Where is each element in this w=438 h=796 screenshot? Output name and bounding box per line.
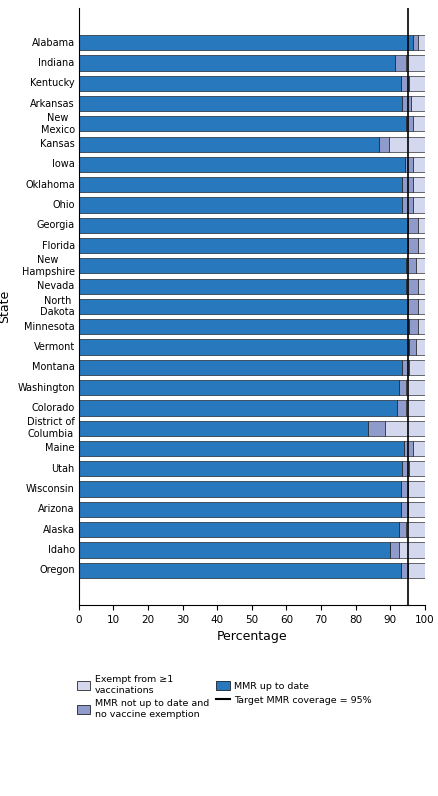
Bar (79, 56, 396, 71)
Bar (403, 360, 409, 375)
Bar (368, 420, 385, 435)
Bar (397, 400, 406, 416)
Bar (406, 400, 425, 416)
Bar (401, 501, 407, 517)
Bar (407, 501, 425, 517)
Bar (385, 420, 425, 435)
Bar (413, 441, 425, 456)
Bar (413, 197, 425, 213)
Bar (399, 542, 425, 557)
Bar (79, 279, 406, 294)
Bar (79, 400, 397, 416)
Bar (416, 258, 425, 274)
Bar (418, 279, 425, 294)
Bar (407, 298, 418, 314)
Legend: Exempt from ≥1
vaccinations, MMR not up to date and
no vaccine exemption, MMR up: Exempt from ≥1 vaccinations, MMR not up … (77, 675, 372, 719)
Bar (416, 339, 425, 355)
Bar (79, 258, 406, 274)
Bar (404, 441, 413, 456)
Bar (401, 482, 407, 497)
Bar (79, 76, 401, 91)
Bar (406, 522, 425, 537)
Y-axis label: State: State (0, 290, 12, 323)
Bar (79, 522, 399, 537)
Bar (401, 563, 407, 578)
Bar (399, 380, 406, 396)
Bar (407, 563, 425, 578)
Bar (406, 380, 425, 396)
Bar (79, 35, 413, 50)
Bar (399, 522, 406, 537)
Bar (79, 116, 406, 131)
Bar (79, 238, 407, 253)
Bar (79, 217, 407, 233)
Bar (389, 137, 425, 152)
Bar (403, 461, 409, 476)
Bar (79, 441, 404, 456)
Bar (413, 178, 425, 193)
Bar (406, 279, 418, 294)
Bar (403, 178, 413, 193)
Bar (79, 380, 399, 396)
X-axis label: Percentage: Percentage (216, 630, 287, 643)
Bar (418, 35, 425, 50)
Bar (406, 56, 425, 71)
Bar (409, 461, 425, 476)
Bar (79, 197, 403, 213)
Bar (390, 542, 399, 557)
Bar (79, 501, 401, 517)
Bar (411, 96, 425, 111)
Bar (79, 542, 390, 557)
Bar (79, 178, 403, 193)
Bar (79, 482, 401, 497)
Bar (418, 217, 425, 233)
Bar (409, 339, 416, 355)
Bar (79, 319, 409, 334)
Bar (79, 420, 368, 435)
Bar (79, 360, 403, 375)
Bar (79, 157, 405, 172)
Bar (79, 563, 401, 578)
Bar (79, 96, 403, 111)
Bar (406, 258, 416, 274)
Bar (413, 35, 418, 50)
Bar (405, 157, 413, 172)
Bar (79, 339, 409, 355)
Bar (409, 319, 418, 334)
Bar (406, 116, 413, 131)
Bar (409, 76, 425, 91)
Bar (403, 96, 411, 111)
Bar (403, 197, 413, 213)
Bar (401, 76, 409, 91)
Bar (418, 298, 425, 314)
Bar (407, 238, 418, 253)
Bar (418, 319, 425, 334)
Bar (409, 360, 425, 375)
Bar (396, 56, 406, 71)
Bar (407, 217, 418, 233)
Bar (79, 137, 379, 152)
Bar (79, 298, 407, 314)
Bar (79, 461, 403, 476)
Bar (413, 157, 425, 172)
Bar (418, 238, 425, 253)
Bar (379, 137, 389, 152)
Bar (413, 116, 425, 131)
Bar (407, 482, 425, 497)
